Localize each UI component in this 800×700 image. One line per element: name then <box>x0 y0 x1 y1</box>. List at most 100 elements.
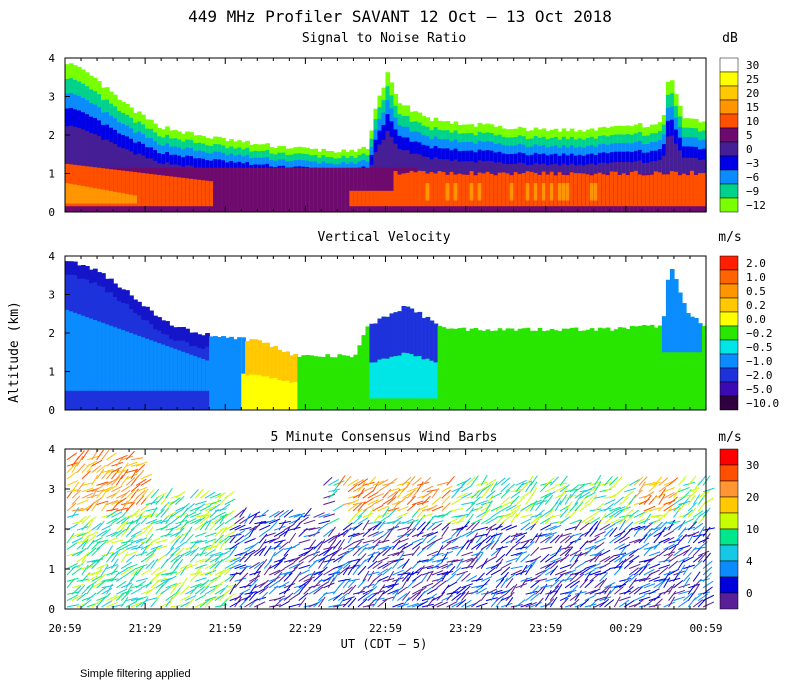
wind-barb <box>323 536 334 544</box>
wind-barb <box>293 512 306 518</box>
wind-barb <box>673 596 686 602</box>
vv-cell <box>113 327 118 391</box>
wind-barb <box>116 549 127 557</box>
wind-barb <box>357 509 368 518</box>
wind-barb <box>135 596 148 602</box>
wind-barb <box>120 591 130 601</box>
snr-cell <box>189 178 194 207</box>
wind-barb <box>120 596 129 608</box>
vv-cell <box>373 362 379 399</box>
wind-barb <box>116 528 127 537</box>
wind-barb <box>544 598 555 608</box>
snr-cell <box>125 193 130 204</box>
snr-cell <box>65 183 70 204</box>
snr-cell <box>405 172 411 207</box>
wind-barb <box>96 449 104 461</box>
wind-barb <box>86 539 95 550</box>
wind-barb <box>76 560 86 569</box>
wind-barb <box>273 548 284 557</box>
wind-barb <box>530 513 543 518</box>
wind-barb <box>86 462 95 473</box>
wind-barb <box>150 488 160 499</box>
vv-cell <box>641 324 647 410</box>
vv-cell <box>445 328 451 410</box>
wind-barb <box>525 475 534 486</box>
wind-barb <box>219 503 230 512</box>
wind-barb <box>643 599 654 608</box>
vv-cell <box>601 328 607 410</box>
wind-barb <box>269 545 281 550</box>
wind-barb <box>130 530 142 538</box>
wind-barb <box>401 476 412 486</box>
wind-barb <box>431 577 444 582</box>
wind-barb <box>298 569 310 576</box>
wind-barb <box>135 510 147 518</box>
wind-barb <box>214 538 222 550</box>
vv-cell <box>125 290 130 304</box>
wind-barb <box>436 563 449 570</box>
wind-barb <box>214 587 226 595</box>
wind-barb <box>96 539 109 544</box>
wind-barb <box>421 559 434 563</box>
vv-cell <box>565 328 571 410</box>
wind-barb <box>470 521 480 531</box>
wind-barb <box>71 462 79 473</box>
y-tick-label: 3 <box>48 483 55 496</box>
wind-barb <box>323 528 334 537</box>
wind-barb <box>535 500 547 506</box>
wind-barb <box>643 591 656 595</box>
wind-barb <box>673 548 684 557</box>
snr-cell <box>265 167 270 212</box>
wind-barb <box>510 541 521 550</box>
wind-barb <box>200 558 212 563</box>
wind-barb <box>623 521 634 531</box>
wind-barb <box>702 488 712 499</box>
wind-barb <box>106 485 117 493</box>
wind-barb <box>648 554 659 563</box>
wind-barb <box>135 461 148 467</box>
snr-cell <box>645 175 651 207</box>
wind-barb <box>446 601 458 608</box>
wind-barb <box>609 476 619 486</box>
wind-barb <box>692 599 704 608</box>
wind-barb <box>263 545 272 557</box>
wind-barb <box>416 505 429 512</box>
wind-barb <box>283 562 295 570</box>
snr-cell <box>285 167 290 212</box>
vv-cell <box>489 330 495 410</box>
wind-barb <box>456 492 468 499</box>
wind-barb <box>249 584 257 595</box>
wind-barb <box>76 592 87 601</box>
vv-cell <box>397 311 403 356</box>
wind-barb <box>490 492 502 499</box>
snr-cell <box>85 186 90 204</box>
wind-barb <box>638 509 649 518</box>
wind-barb <box>431 488 440 499</box>
wind-barb <box>342 542 354 550</box>
wind-barb <box>362 539 375 544</box>
vv-cell <box>701 325 707 410</box>
wind-barb <box>407 519 419 525</box>
wind-barb <box>126 513 138 518</box>
wind-barb <box>308 551 321 557</box>
colorbar-swatch <box>719 381 739 397</box>
wind-barb <box>190 583 202 589</box>
wind-barb <box>71 507 84 512</box>
wind-barb <box>584 571 592 582</box>
snr-cell <box>165 175 170 207</box>
vv-cell <box>553 330 559 410</box>
vv-cell <box>405 353 411 399</box>
wind-barb <box>268 536 280 544</box>
wind-barb <box>431 558 444 563</box>
wind-barb <box>510 490 521 499</box>
wind-barb <box>229 533 242 538</box>
wind-barb <box>111 499 123 506</box>
wind-barb <box>234 524 246 531</box>
vv-cell <box>397 355 403 399</box>
wind-barb <box>530 555 542 563</box>
wind-barb <box>470 553 480 563</box>
vv-cell <box>341 355 347 410</box>
wind-barb <box>387 559 400 563</box>
wind-barb <box>485 490 496 499</box>
wind-barb <box>327 577 335 589</box>
